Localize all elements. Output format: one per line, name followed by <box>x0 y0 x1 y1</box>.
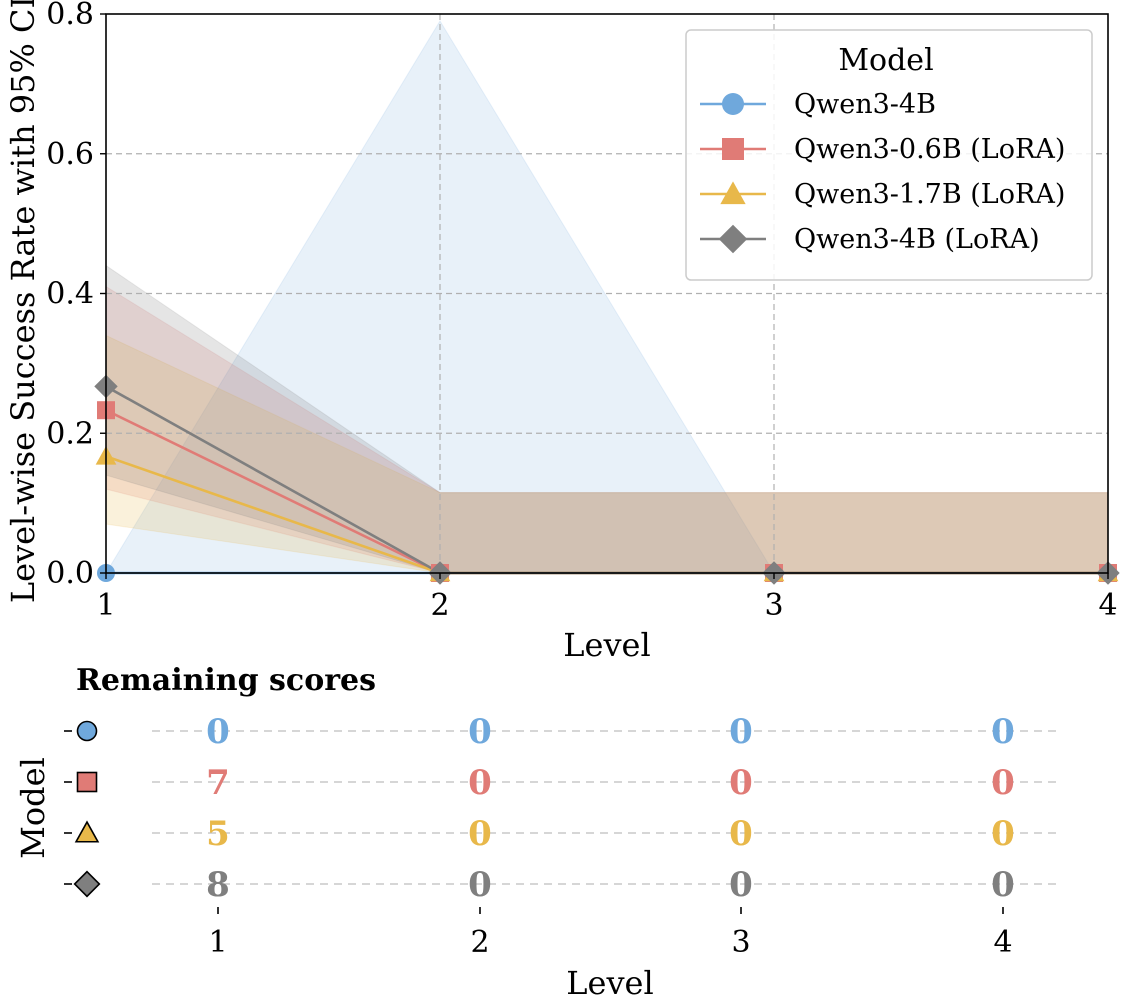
legend-marker <box>720 181 746 205</box>
legend-label: Qwen3-0.6B (LoRA) <box>794 134 1065 165</box>
row-marker-4 <box>73 870 101 898</box>
legend-item-1: Qwen3-4B <box>700 89 936 120</box>
legend-box <box>685 29 1093 281</box>
scores-y-axis-title: Model <box>14 757 52 859</box>
score-value: 0 <box>468 763 492 803</box>
score-value: 0 <box>729 763 753 803</box>
score-x-tick-label: 4 <box>993 925 1012 960</box>
x-tick-label: 3 <box>764 588 783 623</box>
score-x-tick-label: 1 <box>208 925 227 960</box>
row-marker-3 <box>74 820 100 843</box>
score-value: 0 <box>468 712 492 752</box>
legend-marker <box>722 138 744 160</box>
score-value: 0 <box>729 865 753 905</box>
score-row-lines <box>152 730 1058 885</box>
score-value: 8 <box>206 865 230 905</box>
score-x-tick-label: 2 <box>470 925 489 960</box>
legend-items: Qwen3-4B Qwen3-0.6B (LoRA) Qwen3-1.7B (LoR… <box>700 89 1065 255</box>
x-axis-title: Level <box>563 626 650 664</box>
legend-label: Qwen3-4B (LoRA) <box>794 224 1040 255</box>
score-value: 0 <box>991 865 1015 905</box>
score-row-markers <box>64 720 101 898</box>
success-rate-chart: 0.0 0.2 0.4 0.6 0.8 1 2 3 4 Level Level-wise Suc… <box>4 0 1120 664</box>
y-tick-label: 0.0 <box>46 556 94 591</box>
score-values: 0 0 0 0 7 0 0 0 5 0 0 0 8 0 0 0 <box>206 712 1015 905</box>
score-value: 0 <box>729 814 753 854</box>
y-axis-title: Level-wise Success Rate with 95% CI <box>4 0 42 603</box>
score-value: 0 <box>991 712 1015 752</box>
confidence-bands <box>105 20 1109 574</box>
x-tick-label: 2 <box>430 588 449 623</box>
score-value: 0 <box>729 712 753 752</box>
x-tick-label: 1 <box>96 588 115 623</box>
legend-marker <box>718 224 748 254</box>
legend-marker <box>722 93 744 115</box>
score-value: 0 <box>206 712 230 752</box>
row-marker-1 <box>76 720 98 742</box>
legend-title: Model <box>838 43 933 78</box>
score-value: 0 <box>991 814 1015 854</box>
legend-label: Qwen3-1.7B (LoRA) <box>794 179 1065 210</box>
scores-title: Remaining scores <box>76 663 376 698</box>
score-value: 0 <box>991 763 1015 803</box>
score-value: 0 <box>468 865 492 905</box>
row-marker-2 <box>76 771 98 793</box>
y-tick-label: 0.4 <box>46 277 94 312</box>
legend: Model Qwen3-4B Qwen3-0.6B (LoRA) Qwen3-1.7… <box>685 29 1093 281</box>
legend-label: Qwen3-4B <box>794 89 936 120</box>
scores-x-axis-title: Level <box>566 964 653 1002</box>
x-tick-label: 4 <box>1098 588 1117 623</box>
y-tick-label: 0.6 <box>46 137 94 172</box>
y-tick-label: 0.2 <box>46 416 94 451</box>
score-value: 7 <box>206 763 230 803</box>
score-value: 0 <box>468 814 492 854</box>
legend-item-2: Qwen3-0.6B (LoRA) <box>700 134 1065 165</box>
score-value: 5 <box>206 814 230 854</box>
score-axis-ticks: 1 2 3 4 <box>208 907 1013 960</box>
axis-ticks: 0.0 0.2 0.4 0.6 0.8 1 2 3 4 <box>46 0 1117 623</box>
legend-item-4: Qwen3-4B (LoRA) <box>700 224 1040 255</box>
legend-item-3: Qwen3-1.7B (LoRA) <box>700 179 1065 210</box>
remaining-scores-chart: Remaining scores 0 0 0 0 7 0 0 0 5 0 0 0 8 0 0 0 1 2 3 4 L… <box>14 663 1058 1002</box>
score-x-tick-label: 3 <box>731 925 750 960</box>
y-tick-label: 0.8 <box>46 0 94 32</box>
